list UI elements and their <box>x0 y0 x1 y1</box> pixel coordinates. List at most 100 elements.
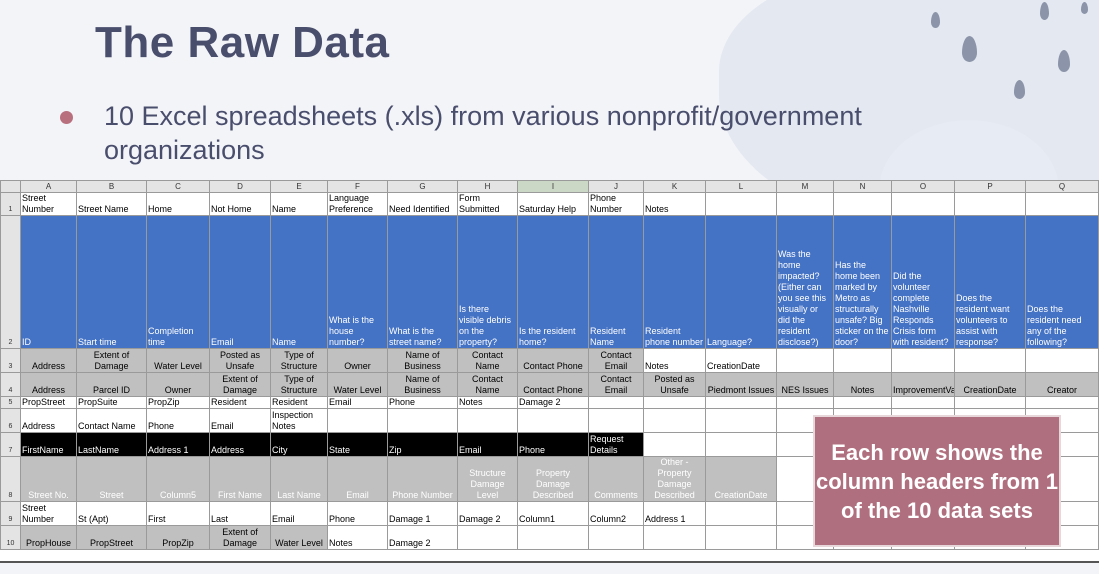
row-number[interactable]: 10 <box>0 525 21 550</box>
sheet-cell[interactable]: Street Number <box>20 192 77 216</box>
sheet-cell[interactable] <box>517 525 589 550</box>
row-number[interactable]: 6 <box>0 408 21 433</box>
sheet-cell[interactable]: Phone <box>146 408 210 433</box>
sheet-cell[interactable]: Water Level <box>270 525 328 550</box>
column-header[interactable]: C <box>146 180 210 193</box>
sheet-cell[interactable]: Home <box>146 192 210 216</box>
sheet-cell[interactable]: CreationDate <box>954 372 1026 397</box>
sheet-cell[interactable]: Was the home impacted? (Either can you s… <box>776 215 834 349</box>
sheet-cell[interactable]: Phone <box>387 396 458 409</box>
sheet-cell[interactable]: ID <box>20 215 77 349</box>
sheet-cell[interactable]: Last Name <box>270 456 328 502</box>
sheet-cell[interactable]: Posted as Unsafe <box>643 372 706 397</box>
sheet-cell[interactable]: City <box>270 432 328 457</box>
sheet-cell[interactable]: FirstName <box>20 432 77 457</box>
sheet-cell[interactable]: Resident <box>270 396 328 409</box>
sheet-cell[interactable] <box>705 408 777 433</box>
select-all-corner[interactable] <box>0 180 21 193</box>
sheet-cell[interactable] <box>705 192 777 216</box>
sheet-cell[interactable] <box>588 408 644 433</box>
column-header[interactable]: H <box>457 180 518 193</box>
column-header[interactable]: A <box>20 180 77 193</box>
sheet-cell[interactable] <box>387 408 458 433</box>
sheet-cell[interactable]: Email <box>209 408 271 433</box>
sheet-cell[interactable]: Damage 2 <box>517 396 589 409</box>
sheet-cell[interactable]: PropStreet <box>76 525 147 550</box>
row-number[interactable]: 1 <box>0 192 21 216</box>
sheet-cell[interactable]: Zip <box>387 432 458 457</box>
sheet-cell[interactable]: Resident Name <box>588 215 644 349</box>
sheet-cell[interactable] <box>705 396 777 409</box>
sheet-cell[interactable]: Did the volunteer complete Nashville Res… <box>891 215 955 349</box>
column-header[interactable]: Q <box>1025 180 1099 193</box>
sheet-cell[interactable]: Water Level <box>327 372 388 397</box>
sheet-cell[interactable]: Address <box>20 408 77 433</box>
sheet-cell[interactable]: LastName <box>76 432 147 457</box>
sheet-cell[interactable]: Creator <box>1025 372 1099 397</box>
sheet-cell[interactable]: Address 1 <box>643 501 706 526</box>
sheet-cell[interactable]: Need Identified <box>387 192 458 216</box>
sheet-cell[interactable] <box>705 432 777 457</box>
sheet-cell[interactable]: CreationDate <box>705 456 777 502</box>
sheet-cell[interactable]: What is the street name? <box>387 215 458 349</box>
sheet-cell[interactable]: First Name <box>209 456 271 502</box>
sheet-cell[interactable]: Has the home been marked by Metro as str… <box>833 215 892 349</box>
row-number[interactable]: 8 <box>0 456 21 502</box>
sheet-cell[interactable]: Street No. <box>20 456 77 502</box>
sheet-cell[interactable]: Not Home <box>209 192 271 216</box>
sheet-cell[interactable]: State <box>327 432 388 457</box>
sheet-cell[interactable]: Street Number <box>20 501 77 526</box>
sheet-cell[interactable] <box>891 192 955 216</box>
sheet-cell[interactable]: NES Issues <box>776 372 834 397</box>
sheet-cell[interactable]: Extent of Damage <box>209 525 271 550</box>
sheet-cell[interactable] <box>457 525 518 550</box>
sheet-cell[interactable]: Notes <box>643 192 706 216</box>
sheet-cell[interactable]: Parcel ID <box>76 372 147 397</box>
sheet-cell[interactable]: Does the resident want volunteers to ass… <box>954 215 1026 349</box>
sheet-cell[interactable]: PropSuite <box>76 396 147 409</box>
sheet-cell[interactable]: Name of Business <box>387 372 458 397</box>
sheet-cell[interactable]: Owner <box>146 372 210 397</box>
row-number[interactable]: 5 <box>0 396 21 409</box>
sheet-cell[interactable]: Language? <box>705 215 777 349</box>
sheet-cell[interactable]: Property Damage Described <box>517 456 589 502</box>
sheet-cell[interactable] <box>643 432 706 457</box>
sheet-cell[interactable] <box>517 408 589 433</box>
sheet-cell[interactable]: Street <box>76 456 147 502</box>
sheet-cell[interactable]: Name of Business <box>387 348 458 373</box>
sheet-cell[interactable] <box>954 348 1026 373</box>
column-header[interactable]: D <box>209 180 271 193</box>
sheet-cell[interactable]: Phone <box>517 432 589 457</box>
sheet-cell[interactable]: What is the house number? <box>327 215 388 349</box>
sheet-cell[interactable] <box>705 525 777 550</box>
sheet-cell[interactable]: Name <box>270 215 328 349</box>
sheet-cell[interactable]: Request Details <box>588 432 644 457</box>
sheet-cell[interactable]: CreationDate <box>705 348 777 373</box>
sheet-cell[interactable]: PropHouse <box>20 525 77 550</box>
sheet-cell[interactable]: PropZip <box>146 396 210 409</box>
sheet-cell[interactable] <box>588 396 644 409</box>
column-header[interactable]: L <box>705 180 777 193</box>
sheet-cell[interactable]: Does the resident need any of the follow… <box>1025 215 1099 349</box>
sheet-cell[interactable]: Damage 1 <box>387 501 458 526</box>
sheet-cell[interactable] <box>588 525 644 550</box>
sheet-cell[interactable]: Is the resident home? <box>517 215 589 349</box>
sheet-cell[interactable]: St (Apt) <box>76 501 147 526</box>
sheet-cell[interactable]: Address <box>209 432 271 457</box>
sheet-cell[interactable]: PropZip <box>146 525 210 550</box>
sheet-cell[interactable] <box>833 192 892 216</box>
sheet-cell[interactable] <box>643 408 706 433</box>
column-header[interactable]: I <box>517 180 589 193</box>
sheet-cell[interactable]: Contact Phone <box>517 372 589 397</box>
sheet-cell[interactable] <box>705 501 777 526</box>
sheet-cell[interactable]: Address 1 <box>146 432 210 457</box>
sheet-cell[interactable]: Last <box>209 501 271 526</box>
column-header[interactable]: O <box>891 180 955 193</box>
column-header[interactable]: N <box>833 180 892 193</box>
column-header[interactable]: M <box>776 180 834 193</box>
sheet-cell[interactable]: Type of Structure <box>270 372 328 397</box>
sheet-cell[interactable] <box>954 396 1026 409</box>
row-number[interactable]: 2 <box>0 215 21 349</box>
sheet-cell[interactable]: Notes <box>643 348 706 373</box>
sheet-cell[interactable]: Notes <box>833 372 892 397</box>
